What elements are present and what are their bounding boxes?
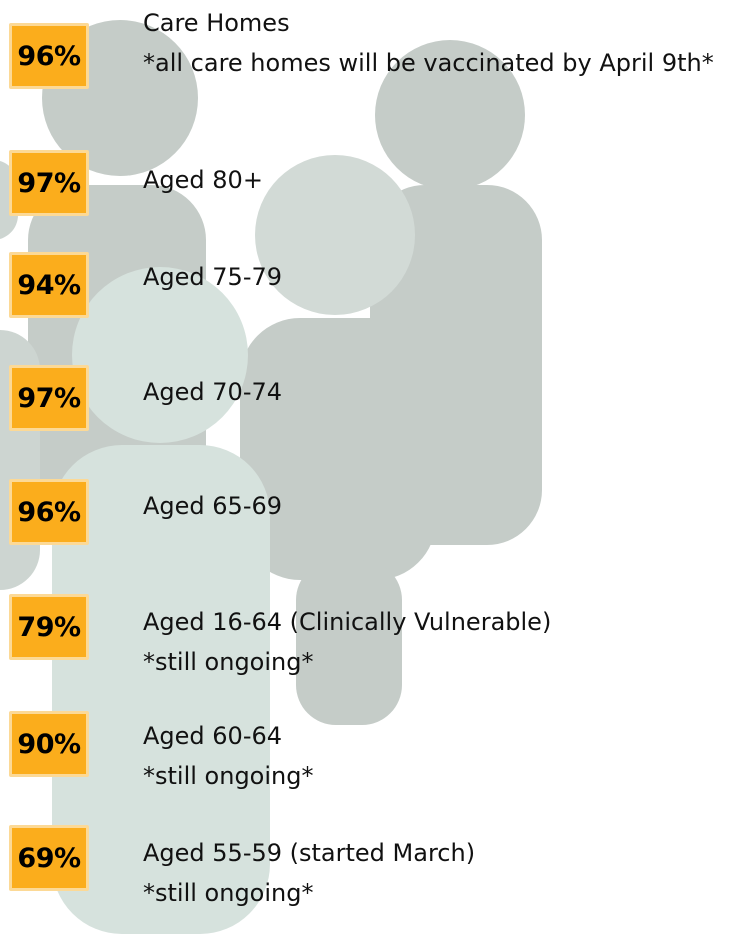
stat-label: Care Homes	[143, 9, 290, 37]
percent-badge: 90%	[9, 711, 89, 777]
stat-note: *all care homes will be vaccinated by Ap…	[143, 49, 714, 77]
stat-text: Care Homes *all care homes will be vacci…	[143, 3, 732, 83]
percent-badge: 94%	[9, 252, 89, 318]
stat-text: Aged 80+	[143, 160, 732, 200]
stat-label: Aged 65-69	[143, 492, 283, 520]
stat-note: *still ongoing*	[143, 762, 314, 790]
stat-text: Aged 55-59 (started March) *still ongoin…	[143, 833, 732, 913]
percent-badge: 69%	[9, 825, 89, 891]
stat-label: Aged 16-64 (Clinically Vulnerable)	[143, 608, 552, 636]
percent-badge: 96%	[9, 23, 89, 89]
percent-badge: 97%	[9, 150, 89, 216]
stat-label: Aged 60-64	[143, 722, 283, 750]
stat-label: Aged 80+	[143, 166, 263, 194]
person-silhouette-front	[52, 267, 270, 934]
stat-text: Aged 75-79	[143, 257, 732, 297]
stat-label: Aged 75-79	[143, 263, 283, 291]
stat-note: *still ongoing*	[143, 648, 314, 676]
stat-text: Aged 70-74	[143, 372, 732, 412]
stat-note: *still ongoing*	[143, 879, 314, 907]
stat-text: Aged 16-64 (Clinically Vulnerable) *stil…	[143, 602, 732, 682]
stat-label: Aged 55-59 (started March)	[143, 839, 476, 867]
percent-badge: 97%	[9, 365, 89, 431]
percent-badge: 96%	[9, 479, 89, 545]
stat-text: Aged 60-64 *still ongoing*	[143, 716, 732, 796]
percent-badge: 79%	[9, 594, 89, 660]
person-silhouette-center	[240, 155, 436, 725]
stat-label: Aged 70-74	[143, 378, 283, 406]
stat-text: Aged 65-69	[143, 486, 732, 526]
